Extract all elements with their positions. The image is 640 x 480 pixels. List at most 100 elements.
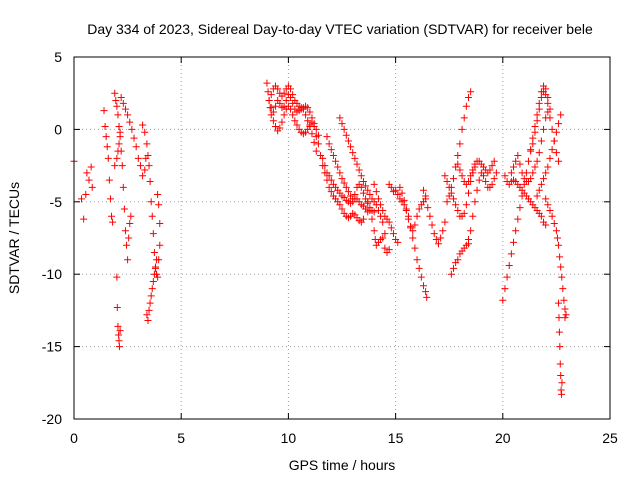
data-point (546, 154, 554, 162)
data-point (377, 201, 385, 209)
data-point (553, 234, 561, 242)
data-point (351, 191, 359, 199)
data-point (88, 183, 96, 191)
data-point (124, 111, 132, 119)
series-prn-l (319, 154, 372, 216)
series-prn-o (364, 198, 389, 249)
data-point (454, 151, 462, 159)
data-point (527, 147, 535, 155)
data-point (312, 147, 320, 155)
data-point (362, 182, 370, 190)
data-point (364, 186, 372, 194)
data-point (527, 175, 535, 183)
data-point (548, 125, 556, 133)
data-point (552, 128, 560, 136)
data-point (302, 111, 310, 119)
data-point (114, 322, 122, 330)
data-point (501, 172, 509, 180)
series-prn-s (396, 183, 430, 235)
data-point (492, 169, 500, 177)
data-point (437, 234, 445, 242)
data-point (381, 244, 389, 252)
y-tick-labels: 5 0 -5 -10 -15 -20 (42, 49, 62, 427)
data-point (280, 111, 288, 119)
data-point (366, 191, 374, 199)
data-point (529, 169, 537, 177)
data-point (319, 154, 327, 162)
data-point (447, 270, 455, 278)
data-point (113, 154, 121, 162)
data-point (510, 238, 518, 246)
data-point (558, 390, 566, 398)
data-point (370, 180, 378, 188)
data-point (265, 96, 273, 104)
data-point (394, 238, 402, 246)
data-point (544, 163, 552, 171)
data-point (402, 206, 410, 214)
x-tick-label: 5 (177, 430, 185, 446)
data-point (514, 151, 522, 159)
data-point (349, 195, 357, 203)
data-point (332, 157, 340, 165)
data-point (116, 327, 124, 335)
data-point (471, 198, 479, 206)
data-point (374, 195, 382, 203)
data-point (264, 88, 272, 96)
data-point (544, 99, 552, 107)
data-point (353, 160, 361, 168)
series-prn-c (111, 89, 135, 264)
data-point (430, 230, 438, 238)
data-point (325, 183, 333, 191)
data-point (422, 195, 430, 203)
data-point (454, 256, 462, 264)
data-point (556, 360, 564, 368)
data-point (357, 183, 365, 191)
data-point (143, 311, 151, 319)
data-point (542, 195, 550, 203)
data-point (516, 204, 524, 212)
y-tick-label: -20 (42, 411, 62, 427)
data-point (113, 102, 121, 110)
data-point (449, 175, 457, 183)
data-point (441, 218, 449, 226)
data-point (449, 195, 457, 203)
data-point (460, 114, 468, 122)
data-point (329, 151, 337, 159)
data-point (546, 206, 554, 214)
data-point (102, 133, 110, 141)
x-tick-label: 10 (281, 430, 297, 446)
data-point (108, 212, 116, 220)
data-point (146, 178, 154, 186)
data-point (392, 186, 400, 194)
data-point (325, 172, 333, 180)
series-prn-ac (527, 88, 552, 155)
y-axis-label: SDTVAR / TECUs (6, 182, 22, 294)
data-points (70, 79, 570, 398)
data-point (336, 169, 344, 177)
data-point (351, 154, 359, 162)
data-point (561, 305, 569, 313)
data-point (544, 108, 552, 116)
data-point (537, 137, 545, 145)
data-point (464, 235, 472, 243)
x-tick-label: 20 (495, 430, 511, 446)
data-point (434, 240, 442, 248)
data-point (145, 306, 153, 314)
data-point (306, 108, 314, 116)
data-point (299, 105, 307, 113)
series-prn-g (143, 256, 161, 325)
data-point (467, 88, 475, 96)
series-prn-i (265, 82, 322, 139)
data-point (130, 134, 138, 142)
data-point (308, 130, 316, 138)
data-point (146, 299, 154, 307)
data-point (490, 157, 498, 165)
data-point (542, 91, 550, 99)
data-point (289, 99, 297, 107)
data-point (533, 192, 541, 200)
x-tick-label: 0 (70, 430, 78, 446)
series-prn-p (370, 180, 402, 246)
data-point (469, 166, 477, 174)
data-point (385, 246, 393, 254)
data-point (359, 189, 367, 197)
